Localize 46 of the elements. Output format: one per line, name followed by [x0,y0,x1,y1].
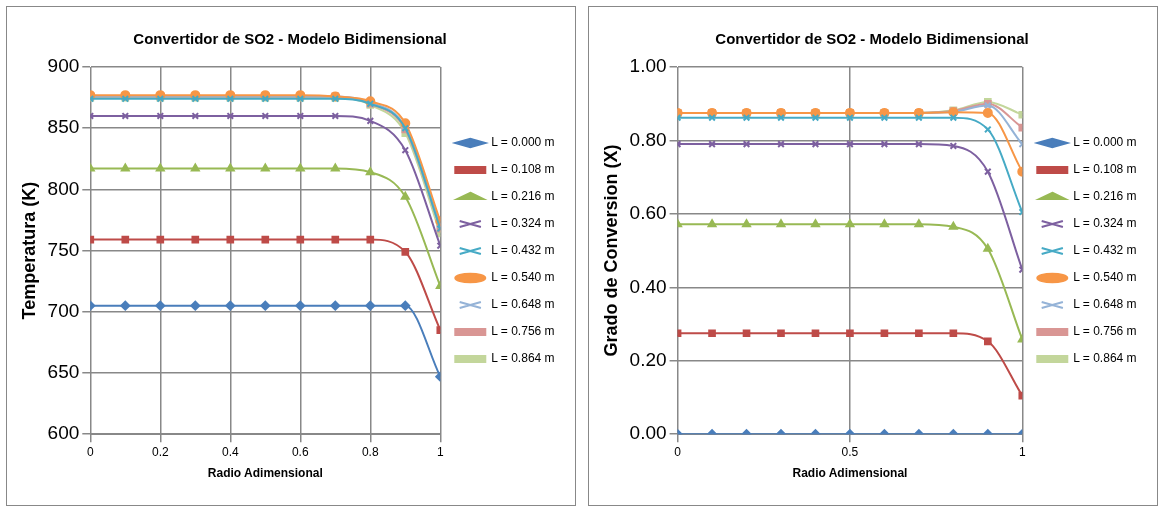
x-tick-label: 0.6 [291,444,309,459]
y-tick-label: 0.20 [629,348,667,370]
y-tick-label: 650 [47,361,80,383]
x-tick-label: 0 [674,444,682,459]
legend-label: L = 0.648 m [1073,297,1137,312]
chart-title: Convertidor de SO2 - Modelo Bidimensional [133,30,447,48]
legend-label: L = 0.000 m [1073,135,1137,150]
y-axis-title: Temperatura (K) [18,181,39,320]
legend-label: L = 0.864 m [491,351,555,366]
legend-label: L = 0.864 m [1073,351,1137,366]
legend-label: L = 0.216 m [491,189,555,204]
legend-label: L = 0.216 m [1073,189,1137,204]
legend-label: L = 0.648 m [491,297,555,312]
legend-label: L = 0.432 m [1073,243,1137,258]
legend-label: L = 0.540 m [1073,270,1137,285]
y-tick-label: 0.00 [629,422,667,444]
x-tick-label: 0 [86,444,94,459]
x-tick-label: 1 [1018,444,1026,459]
legend-label: L = 0.540 m [491,270,555,285]
y-tick-label: 600 [47,422,80,444]
x-axis-title: Radio Adimensional [792,466,908,481]
y-tick-label: 800 [47,177,80,199]
y-tick-label: 700 [47,300,80,322]
legend-label: L = 0.756 m [1073,324,1137,339]
x-tick-label: 0.5 [841,444,859,459]
y-tick-label: 850 [47,116,80,138]
legend-label: L = 0.000 m [491,135,555,150]
legend-label: L = 0.108 m [1073,162,1137,177]
y-tick-label: 1.00 [629,55,667,77]
y-tick-label: 750 [47,238,80,260]
legend-label: L = 0.324 m [491,216,555,231]
x-tick-label: 0.8 [361,444,379,459]
legend-label: L = 0.324 m [1073,216,1137,231]
legend-label: L = 0.432 m [491,243,555,258]
x-tick-label: 0.2 [151,444,169,459]
legend-label: L = 0.756 m [491,324,555,339]
chart-title: Convertidor de SO2 - Modelo Bidimensional [715,30,1029,48]
legend-label: L = 0.108 m [491,162,555,177]
y-tick-label: 0.60 [629,202,667,224]
x-tick-label: 0.4 [221,444,239,459]
x-tick-label: 1 [436,444,444,459]
y-tick-label: 0.80 [629,128,667,150]
y-axis-title: Grado de Conversion (X) [600,144,621,357]
x-axis-title: Radio Adimensional [207,466,323,481]
y-tick-label: 900 [47,55,80,77]
y-tick-label: 0.40 [629,275,667,297]
